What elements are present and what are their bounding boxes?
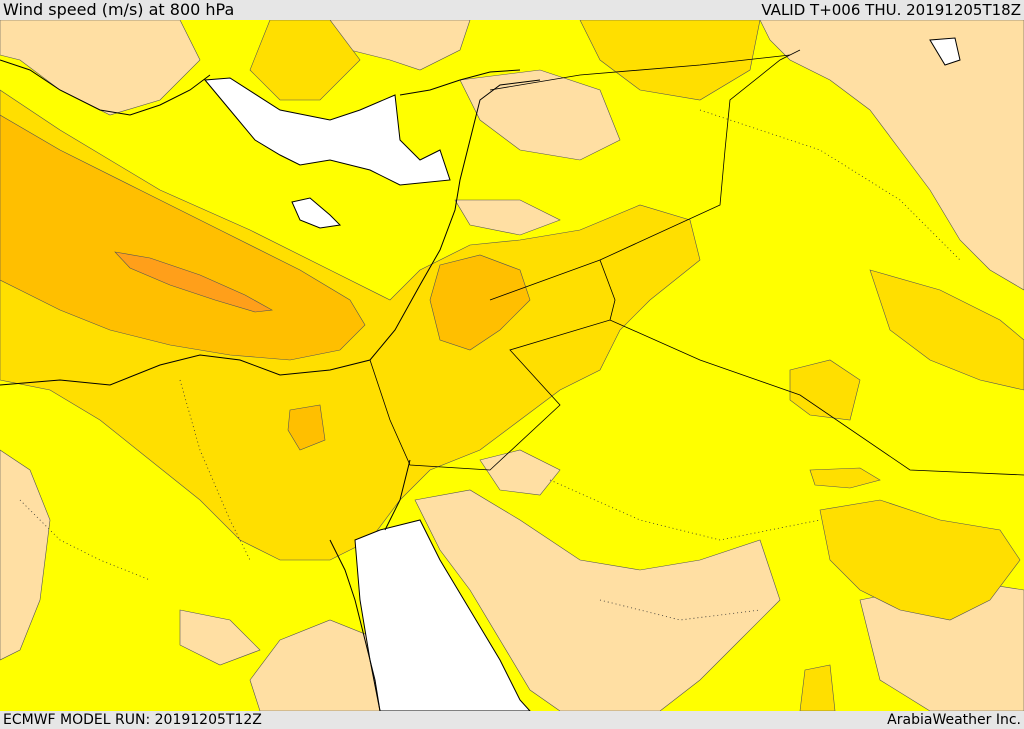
moderate-wind-area bbox=[809, 467, 881, 489]
coastline bbox=[0, 79, 541, 386]
header-bar: Wind speed (m/s) at 800 hPa VALID T+006 … bbox=[0, 0, 1024, 20]
moderate-wind-area bbox=[799, 664, 836, 711]
credit-label: ArabiaWeather Inc. bbox=[887, 712, 1021, 728]
border bbox=[599, 49, 801, 261]
admin-line bbox=[599, 599, 761, 621]
map-title: Wind speed (m/s) at 800 hPa bbox=[3, 0, 235, 19]
strong-wind-area bbox=[287, 404, 326, 451]
seas bbox=[203, 37, 961, 711]
admin-boundaries bbox=[19, 109, 961, 621]
map-canvas bbox=[0, 20, 1024, 711]
light-wind-area bbox=[0, 449, 51, 661]
strong-wind-area bbox=[429, 254, 531, 351]
wind-speed-map bbox=[0, 20, 1024, 711]
light-wind-area bbox=[179, 609, 261, 666]
valid-time: VALID T+006 THU. 20191205T18Z bbox=[761, 1, 1021, 19]
strong-wind-areas bbox=[0, 114, 531, 451]
moderate-wind-area bbox=[819, 499, 1021, 621]
light-wind-area bbox=[454, 199, 561, 236]
sea-area bbox=[354, 519, 531, 711]
light-wind-area bbox=[414, 489, 781, 711]
border bbox=[489, 54, 791, 91]
sea-area bbox=[291, 197, 342, 229]
moderate-wind-area bbox=[789, 359, 861, 421]
sea-area bbox=[929, 37, 961, 66]
moderate-wind-area bbox=[579, 20, 761, 101]
footer-bar: ECMWF MODEL RUN: 20191205T12Z ArabiaWeat… bbox=[0, 711, 1024, 729]
moderate-wind-area bbox=[249, 20, 361, 101]
coastline bbox=[384, 459, 411, 531]
light-wind-area bbox=[249, 619, 391, 711]
coastline bbox=[399, 69, 521, 96]
admin-line bbox=[179, 379, 251, 561]
coastline bbox=[329, 539, 381, 711]
coastline bbox=[0, 59, 211, 116]
sea-area bbox=[203, 77, 451, 186]
max-wind-area bbox=[114, 251, 273, 313]
admin-line bbox=[19, 499, 151, 581]
border bbox=[489, 259, 616, 321]
light-wind-area bbox=[459, 69, 621, 161]
max-wind-core bbox=[114, 251, 273, 313]
model-run-label: ECMWF MODEL RUN: 20191205T12Z bbox=[3, 712, 262, 728]
coastlines bbox=[0, 59, 541, 711]
borders bbox=[369, 49, 1024, 476]
moderate-wind-area bbox=[869, 269, 1024, 391]
light-wind-areas bbox=[0, 20, 1024, 711]
strong-wind-area bbox=[0, 114, 366, 361]
light-wind-area bbox=[0, 20, 201, 116]
border bbox=[369, 319, 1024, 476]
